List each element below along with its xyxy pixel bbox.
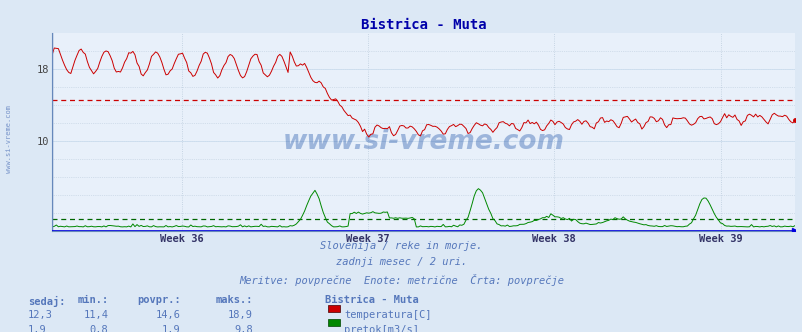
- Text: 0,8: 0,8: [90, 325, 108, 332]
- Text: temperatura[C]: temperatura[C]: [344, 310, 431, 320]
- Text: www.si-vreme.com: www.si-vreme.com: [282, 129, 564, 155]
- Text: 1,9: 1,9: [162, 325, 180, 332]
- Text: min.:: min.:: [77, 295, 108, 305]
- Text: 18,9: 18,9: [228, 310, 253, 320]
- Text: sedaj:: sedaj:: [28, 295, 66, 306]
- Text: Meritve: povprečne  Enote: metrične  Črta: povprečje: Meritve: povprečne Enote: metrične Črta:…: [239, 274, 563, 286]
- Title: Bistrica - Muta: Bistrica - Muta: [360, 18, 486, 32]
- Text: povpr.:: povpr.:: [137, 295, 180, 305]
- Text: 11,4: 11,4: [83, 310, 108, 320]
- Text: pretok[m3/s]: pretok[m3/s]: [344, 325, 419, 332]
- Text: 12,3: 12,3: [28, 310, 53, 320]
- Text: Slovenija / reke in morje.: Slovenija / reke in morje.: [320, 241, 482, 251]
- Text: zadnji mesec / 2 uri.: zadnji mesec / 2 uri.: [335, 257, 467, 267]
- Text: 9,8: 9,8: [234, 325, 253, 332]
- Text: maks.:: maks.:: [215, 295, 253, 305]
- Text: www.si-vreme.com: www.si-vreme.com: [6, 106, 12, 173]
- Text: 1,9: 1,9: [28, 325, 47, 332]
- Text: Bistrica - Muta: Bistrica - Muta: [325, 295, 419, 305]
- Text: 14,6: 14,6: [156, 310, 180, 320]
